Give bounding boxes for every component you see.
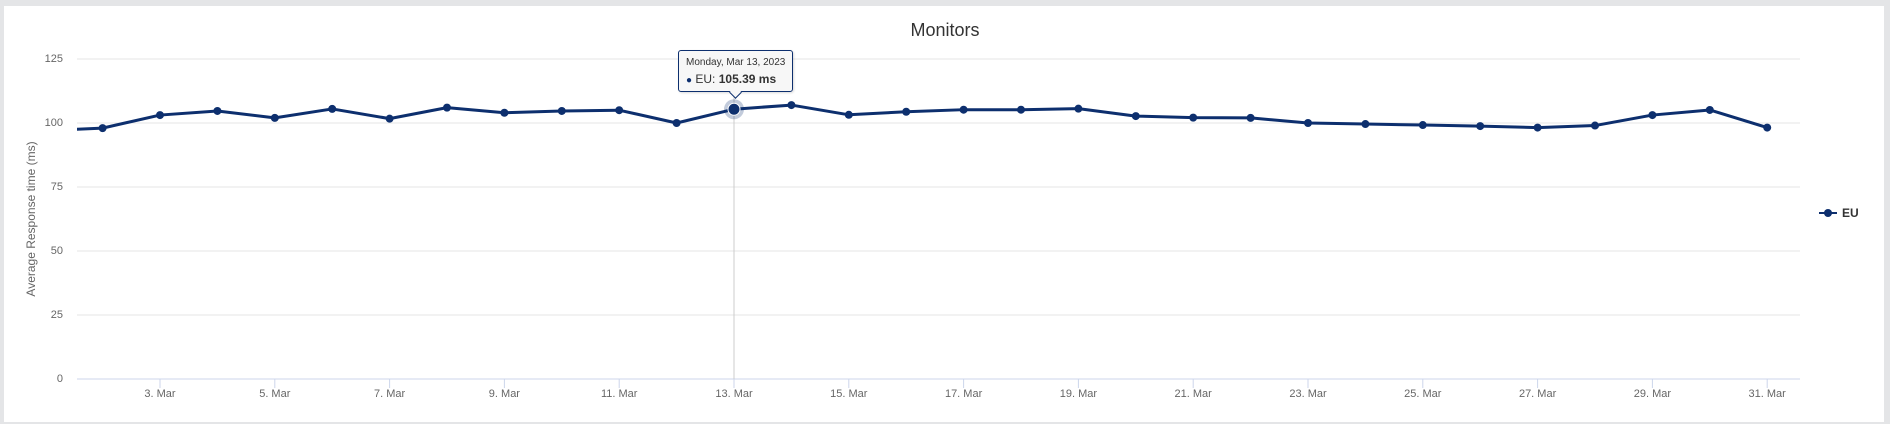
data-point-marker[interactable] <box>1131 112 1140 121</box>
data-point-marker[interactable] <box>1074 104 1083 113</box>
data-point-marker[interactable] <box>1304 119 1312 127</box>
series-bullet-icon: ● <box>686 75 693 86</box>
data-point-marker[interactable] <box>1361 120 1370 129</box>
data-point-marker[interactable] <box>500 108 509 117</box>
y-tick-label: 100 <box>44 117 63 129</box>
x-tick-label: 9. Mar <box>488 388 520 400</box>
y-tick-label: 25 <box>50 309 63 321</box>
data-point-marker[interactable] <box>844 110 853 119</box>
data-point-marker[interactable] <box>902 107 911 116</box>
x-tick-label: 23. Mar <box>1289 388 1327 400</box>
data-point-marker[interactable] <box>1418 121 1427 130</box>
data-point-marker[interactable] <box>1591 121 1599 130</box>
data-point-marker[interactable] <box>787 101 796 110</box>
y-tick-label: 75 <box>50 181 63 193</box>
data-point-marker[interactable] <box>443 103 451 112</box>
x-tick-label: 13. Mar <box>715 388 753 400</box>
data-point-marker[interactable] <box>1476 122 1485 131</box>
gridlines <box>77 58 1800 316</box>
x-tick-label: 3. Mar <box>144 388 176 400</box>
data-point-marker[interactable] <box>615 106 624 115</box>
tooltip: Monday, Mar 13, 2023 ● EU: 105.39 ms <box>678 50 793 92</box>
data-point-marker[interactable] <box>385 114 394 123</box>
x-tick-label: 29. Mar <box>1633 388 1672 400</box>
chart-card <box>4 6 1884 422</box>
data-point-marker[interactable] <box>1189 113 1198 122</box>
x-axis <box>77 378 1800 388</box>
x-tick-label: 5. Mar <box>259 388 291 400</box>
legend-item-eu[interactable]: EU <box>1819 205 1859 221</box>
data-point-marker[interactable] <box>156 111 164 120</box>
data-point-marker[interactable] <box>959 105 968 114</box>
y-axis-title: Average Response time (ms) <box>24 141 38 297</box>
tooltip-value-line: ● EU: 105.39 ms <box>686 72 776 86</box>
y-tick-label: 0 <box>56 373 63 385</box>
y-tick-label: 125 <box>44 53 63 65</box>
data-point-marker[interactable] <box>1763 123 1772 132</box>
x-tick-label: 15. Mar <box>830 388 868 400</box>
x-tick-label: 25. Mar <box>1404 388 1442 400</box>
x-tick-label: 27. Mar <box>1518 388 1557 400</box>
data-point-marker[interactable] <box>1648 111 1657 120</box>
chart-title: Monitors <box>910 20 980 40</box>
data-point-marker[interactable] <box>213 106 222 115</box>
data-point-marker[interactable] <box>270 113 279 122</box>
x-tick-label: 19. Mar <box>1059 388 1098 400</box>
x-tick-label: 7. Mar <box>374 388 406 400</box>
y-tick-label: 50 <box>50 245 63 257</box>
x-tick-label: 21. Mar <box>1174 388 1212 400</box>
data-point-marker[interactable] <box>98 124 107 133</box>
tooltip-value: 105.39 ms <box>718 72 777 86</box>
legend-label: EU <box>1842 206 1859 220</box>
tooltip-series-name: EU: <box>695 72 719 86</box>
hovered-point[interactable] <box>724 99 744 120</box>
legend-marker-icon <box>1819 205 1837 221</box>
data-point-marker[interactable] <box>1246 113 1255 122</box>
x-tick-label: 17. Mar <box>944 388 983 400</box>
x-tick-label: 31. Mar <box>1748 388 1786 400</box>
data-point-marker[interactable] <box>328 104 337 113</box>
data-point-marker[interactable] <box>1705 105 1714 114</box>
data-point-marker[interactable] <box>1533 123 1542 132</box>
data-point-marker[interactable] <box>672 119 681 127</box>
data-point-marker[interactable] <box>557 106 566 115</box>
data-point-marker[interactable] <box>1017 105 1025 114</box>
tooltip-date: Monday, Mar 13, 2023 <box>686 57 786 68</box>
x-tick-label: 11. Mar <box>600 388 638 400</box>
